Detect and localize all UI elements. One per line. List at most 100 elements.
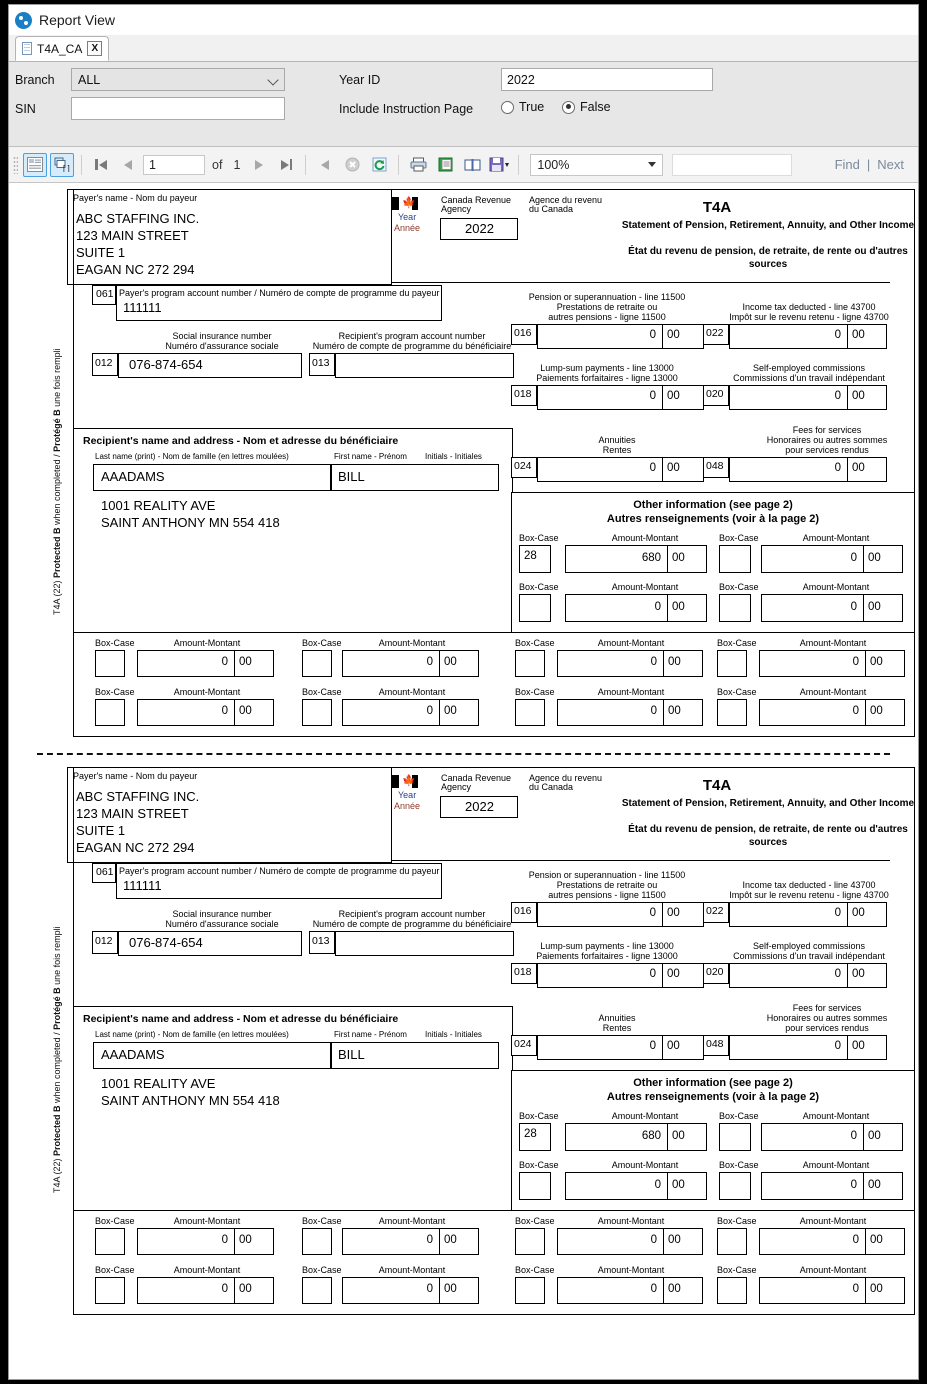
oi-4-box-label-2: Box-Case <box>719 1160 759 1170</box>
recipient-block <box>73 428 513 633</box>
bl-4-amount-box <box>342 699 479 726</box>
bl-3-box-label: Box-Case <box>95 687 135 697</box>
br-2-amount-label-2: Amount-Montant <box>799 1216 867 1226</box>
last-name-box <box>93 464 331 491</box>
box-048-cents-2: 00 <box>852 1040 865 1052</box>
instruction-false-radio[interactable]: False <box>562 100 611 114</box>
oi-4-cents-divider-2 <box>863 1172 864 1200</box>
box-018-number: 018 <box>514 388 532 400</box>
report-canvas: T4A (22) Protected B when completed / Pr… <box>9 183 918 1367</box>
br-4-amount-box-2 <box>759 1277 905 1304</box>
br-4-amount-label: Amount-Montant <box>799 687 867 697</box>
radio-true-label: True <box>519 100 545 114</box>
box-012-number-box <box>92 353 118 376</box>
bl-4-dollars: 0 <box>426 705 433 717</box>
canada-flag-icon-2: 🍁 <box>392 775 418 788</box>
year-id-input[interactable]: 2022 <box>501 68 713 91</box>
box-024-cents-divider-2 <box>662 1035 663 1060</box>
bl-1-amount-label-2: Amount-Montant <box>173 1216 241 1226</box>
toggle-parameters-icon[interactable] <box>23 152 47 177</box>
instruction-true-radio[interactable]: True <box>501 100 544 114</box>
next-page-icon[interactable] <box>247 153 271 177</box>
box-022-number-box-2 <box>703 902 729 923</box>
bl-1-amount-box <box>137 650 274 677</box>
protected-b-sideband-2: T4A (22) Protected B when completed / Pr… <box>37 763 62 1321</box>
print-layout-icon[interactable] <box>433 153 457 177</box>
rpan-caption-en-2: Recipient's program account number <box>338 909 486 919</box>
document-map-icon[interactable]: [ ] <box>50 152 74 177</box>
box-013-value-box <box>335 353 514 378</box>
find-input[interactable] <box>672 153 793 176</box>
oi-3-box-input-2 <box>519 1172 551 1200</box>
recipient-heading: Recipient's name and address - Nom et ad… <box>83 435 399 447</box>
last-page-icon[interactable] <box>274 153 298 177</box>
box-048-dollars-2: 0 <box>834 1040 841 1052</box>
year-en-label: Year <box>398 212 417 222</box>
branch-label: Branch <box>15 73 55 87</box>
box-020-caption-1-2: Self-employed commissions <box>752 941 866 951</box>
rpan-caption-en: Recipient's program account number <box>338 331 486 341</box>
box-048-caption-2-2: Honoraires ou autres sommes <box>766 1013 888 1023</box>
recipient-heading-2: Recipient's name and address - Nom et ad… <box>83 1013 399 1025</box>
payer-line-2: 123 MAIN STREET <box>76 228 189 243</box>
protected-b-sideband: T4A (22) Protected B when completed / Pr… <box>37 185 62 743</box>
box-016-value-box <box>537 324 704 349</box>
previous-page-icon[interactable] <box>116 153 140 177</box>
include-instruction-label: Include Instruction Page <box>339 102 474 116</box>
box-024-caption-2: Rentes <box>602 445 632 455</box>
branch-select[interactable]: ALL <box>71 68 285 91</box>
box-048-caption-3: pour services rendus <box>785 445 869 455</box>
page-number-input[interactable]: 1 <box>143 154 205 175</box>
box-024-dollars-2: 0 <box>649 1040 656 1052</box>
oi-1-cents: 00 <box>672 552 685 564</box>
stop-icon[interactable] <box>340 153 364 177</box>
oi-3-cents: 00 <box>672 601 685 613</box>
box-048-cents-divider <box>847 457 848 482</box>
canada-flag-icon: 🍁 <box>392 197 418 210</box>
radio-false-icon <box>562 100 575 114</box>
oi-2-box-input-2 <box>719 1123 751 1151</box>
br-2-amount-box <box>759 650 905 677</box>
bl-4-amount-label-2: Amount-Montant <box>378 1265 446 1275</box>
box-048-cents: 00 <box>852 462 865 474</box>
radio-true-icon <box>501 100 514 114</box>
refresh-icon[interactable] <box>367 153 391 177</box>
bl-4-cents-divider <box>439 699 440 726</box>
zoom-select[interactable]: 100% <box>530 153 664 176</box>
other-info-heading-fr-2: Autres renseignements (voir à la page 2) <box>606 1091 820 1103</box>
box-061-value: 111111 <box>123 300 162 315</box>
first-page-icon[interactable] <box>89 153 113 177</box>
first-name-value-2: BILL <box>338 1047 365 1062</box>
br-1-cents: 00 <box>668 656 681 668</box>
bl-2-cents-divider <box>439 650 440 677</box>
tab-t4a-ca[interactable]: T4A_CA X <box>15 36 110 61</box>
page-setup-icon[interactable] <box>460 153 484 177</box>
oi-4-dollars: 0 <box>850 601 857 613</box>
year-id-label: Year ID <box>339 73 381 87</box>
oi-1-amount-box-2 <box>565 1123 707 1151</box>
print-icon[interactable] <box>406 153 430 177</box>
sin-input[interactable] <box>71 97 285 120</box>
payer-line-4: EAGAN NC 272 294 <box>76 262 195 277</box>
branch-select-value: ALL <box>78 72 101 87</box>
br-4-cents-divider-2 <box>865 1277 866 1304</box>
year-value-box-2 <box>440 796 518 818</box>
toolbar-grip[interactable] <box>13 155 18 174</box>
tab-label: T4A_CA <box>37 41 83 56</box>
box-020-caption-2-2: Commissions d'un travail indépendant <box>733 951 885 961</box>
find-button[interactable]: Find <box>834 157 860 172</box>
close-icon[interactable]: X <box>87 41 103 56</box>
t4a-slip-copy-2: T4A (22) Protected B when completed / Pr… <box>37 763 915 1321</box>
sin-caption-fr-2: Numéro d'assurance sociale <box>165 919 279 929</box>
toolbar-separator-3 <box>398 154 400 175</box>
box-020-dollars-2: 0 <box>834 968 841 980</box>
oi-1-cents-divider <box>667 545 668 573</box>
next-button[interactable]: Next <box>877 157 904 172</box>
chevron-down-icon <box>267 74 279 86</box>
oi-4-box-input-2 <box>719 1172 751 1200</box>
export-save-icon[interactable] <box>487 153 511 177</box>
oi-2-box-label: Box-Case <box>719 533 759 543</box>
oi-3-box-label: Box-Case <box>519 582 559 592</box>
back-arrow-icon[interactable] <box>313 153 337 177</box>
last-name-box-2 <box>93 1042 331 1069</box>
